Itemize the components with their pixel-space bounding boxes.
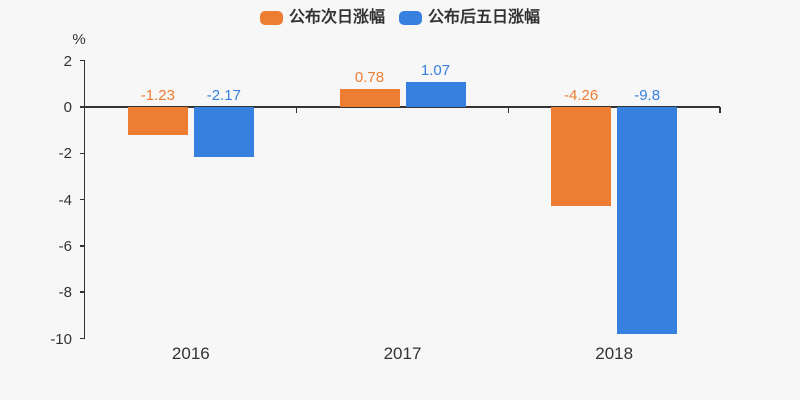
legend-item-next-day-change[interactable]: 公布次日涨幅: [259, 9, 385, 26]
bar-value-label: -9.8: [634, 87, 661, 104]
bar-value-label: -4.26: [564, 87, 599, 104]
y-tick-mark: [80, 59, 85, 62]
y-axis-line: [83, 60, 85, 339]
legend: 公布次日涨幅 公布后五日涨幅: [0, 10, 800, 26]
y-tick-mark: [80, 152, 85, 155]
bar-value-label: 0.78: [354, 68, 385, 86]
bar[interactable]: [551, 107, 612, 206]
legend-swatch-five-day: [399, 11, 422, 25]
y-tick-label: -2: [58, 145, 72, 163]
bar[interactable]: [339, 88, 400, 107]
y-tick-mark: [80, 291, 85, 293]
legend-item-five-day-change[interactable]: 公布后五日涨幅: [399, 10, 540, 26]
bar[interactable]: [617, 107, 678, 334]
legend-label-next-day: 公布次日涨幅: [288, 9, 385, 26]
y-tick-label: -6: [58, 237, 72, 255]
y-tick-label: -4: [58, 191, 72, 209]
bar-value-label: 1.07: [420, 62, 451, 80]
bar[interactable]: [127, 107, 188, 136]
x-tick-label: 2016: [171, 344, 210, 363]
y-tick-mark: [80, 106, 85, 108]
x-tick-mark: [719, 107, 721, 113]
x-tick-mark: [295, 107, 298, 113]
x-tick-mark: [507, 107, 510, 113]
legend-label-five-day: 公布后五日涨幅: [428, 9, 541, 26]
y-tick-label: 2: [63, 52, 72, 70]
x-axis-line: [85, 106, 720, 108]
y-tick-label: -10: [50, 330, 72, 348]
y-axis-unit-label: %: [72, 31, 86, 48]
bar[interactable]: [193, 107, 254, 158]
y-tick-mark: [80, 337, 85, 340]
y-tick-mark: [80, 245, 85, 247]
x-tick-label: 2017: [383, 344, 422, 363]
bar-value-label: -1.23: [140, 87, 175, 104]
y-tick-label: -8: [58, 284, 72, 302]
x-tick-label: 2018: [595, 344, 634, 363]
bar[interactable]: [405, 82, 466, 107]
y-tick-label: 0: [63, 99, 72, 116]
y-tick-mark: [80, 198, 85, 201]
legend-swatch-next-day: [259, 11, 283, 25]
bar-value-label: -2.17: [206, 87, 241, 104]
